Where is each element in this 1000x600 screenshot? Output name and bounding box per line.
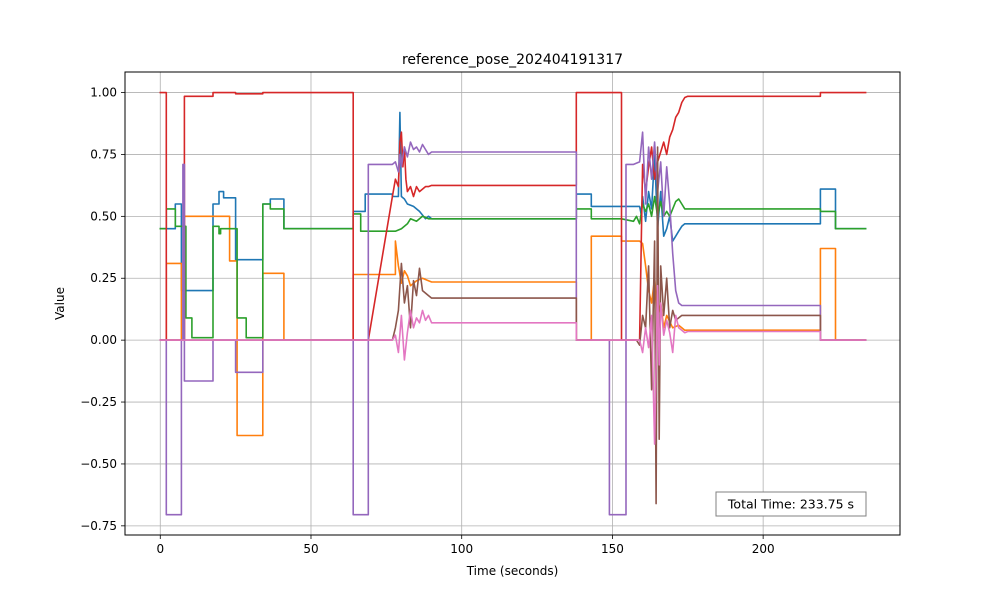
y-tick-label: 0.00	[90, 333, 117, 347]
x-tick-label: 100	[450, 542, 473, 556]
chart-title: reference_pose_202404191317	[402, 52, 623, 68]
annotation-text: Total Time: 233.75 s	[727, 497, 854, 512]
x-tick-label: 200	[752, 542, 775, 556]
y-tick-label: −0.75	[80, 519, 117, 533]
x-tick-label: 150	[601, 542, 624, 556]
data-series	[159, 91, 867, 516]
x-axis-label: Time (seconds)	[466, 564, 559, 578]
y-tick-label: 0.25	[90, 271, 117, 285]
series-line-2	[159, 215, 867, 437]
y-tick-label: −0.50	[80, 457, 117, 471]
y-tick-label: 1.00	[90, 86, 117, 100]
series-line-7	[159, 284, 867, 445]
y-tick-label: 0.75	[90, 147, 117, 161]
annotation-box	[715, 491, 867, 517]
axis-ticks: 0 50 100 150 200 −0.75 −0.50 −0.25 0.00 0.25 0.50 0…	[80, 86, 774, 556]
x-tick-label: 0	[156, 542, 164, 556]
total-time-annotation: Total Time: 233.75 s	[715, 491, 867, 517]
series-line-4	[159, 91, 867, 341]
x-tick-label: 50	[303, 542, 318, 556]
plot-frame	[124, 71, 901, 536]
y-tick-label: 0.50	[90, 209, 117, 223]
y-axis-label: Value	[53, 287, 67, 320]
y-tick-label: −0.25	[80, 395, 117, 409]
